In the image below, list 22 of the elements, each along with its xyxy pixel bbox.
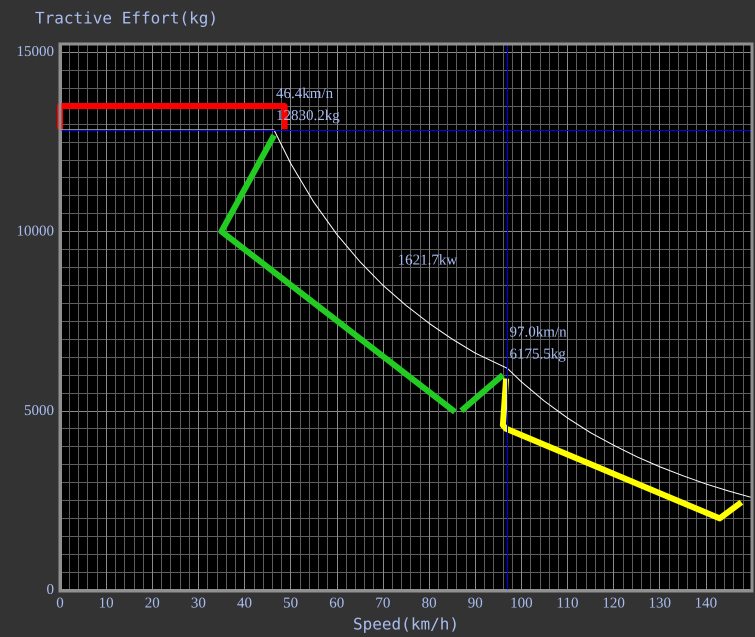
y-tick-label: 5000 [24,402,54,419]
x-tick-label: 10 [98,596,114,612]
x-tick-label: 140 [694,596,718,612]
x-tick-label: 50 [283,596,298,612]
line-series [60,129,752,498]
x-axis-title: Speed(km/h) [353,614,459,634]
x-tick-label: 120 [602,596,625,612]
x-tick-label: 30 [190,596,206,612]
x-tick-label: 20 [144,596,160,612]
x-tick-label: 100 [510,596,533,612]
x-tick-label: 80 [422,596,437,612]
x-tick-label: 60 [329,596,344,612]
y-tick-label: 10000 [16,223,54,240]
x-tick-label: 0 [56,596,64,612]
y-tick-label: 15000 [16,44,54,60]
chart-title: Tractive Effort(kg) [35,8,218,28]
x-tick-label: 90 [468,596,483,612]
x-tick-label: 130 [648,596,671,612]
x-tick-label: 40 [237,596,252,612]
x-tick-label: 110 [556,596,578,612]
y-tick-label: 0 [46,582,54,598]
x-tick-label: 70 [375,596,390,612]
